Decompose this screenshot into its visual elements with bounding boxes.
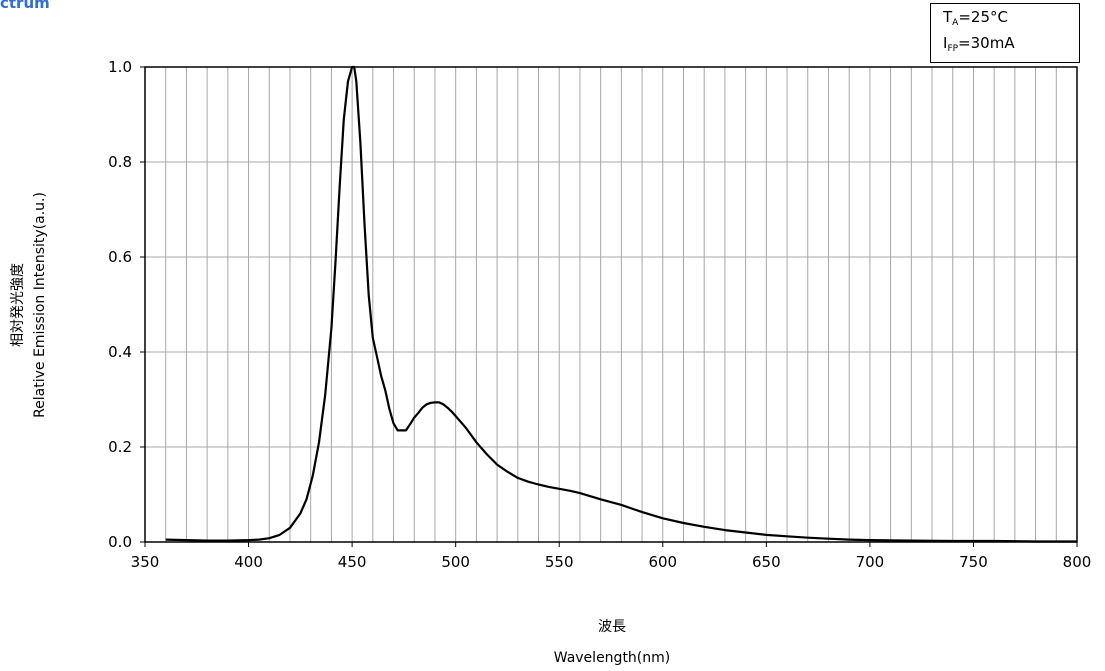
x-tick-label: 500 <box>441 553 470 571</box>
y-axis-label-jp: 相対発光強度 <box>10 263 26 347</box>
measurement-conditions-box: TA=25°C IFP=30mA <box>930 3 1080 63</box>
temperature-condition: TA=25°C <box>943 8 1008 28</box>
x-tick-label: 800 <box>1063 553 1092 571</box>
y-tick-label: 0.4 <box>108 343 132 361</box>
x-axis-label: Wavelength(nm) <box>554 650 670 666</box>
x-tick-label: 600 <box>648 553 677 571</box>
y-tick-label: 0.2 <box>108 438 132 456</box>
x-tick-label: 750 <box>959 553 988 571</box>
x-tick-label: 650 <box>752 553 781 571</box>
emission-spectrum-line <box>165 65 1077 543</box>
current-condition: IFP=30mA <box>943 34 1015 54</box>
y-tick-label: 0.8 <box>108 153 132 171</box>
x-tick-label: 400 <box>234 553 263 571</box>
axis-ticks: 350 400 450 500 550 600 650 700 750 800 0.0 0.2 0.4 0… <box>108 58 1091 571</box>
grid-lines <box>145 67 1077 542</box>
y-tick-label: 0.0 <box>108 533 132 551</box>
plot-area-frame <box>144 66 1078 543</box>
x-tick-label: 450 <box>338 553 367 571</box>
x-tick-label: 550 <box>545 553 574 571</box>
x-tick-label: 350 <box>131 553 160 571</box>
section-heading-fragment: ctrum <box>0 0 50 12</box>
y-tick-label: 1.0 <box>108 58 132 76</box>
x-tick-label: 700 <box>856 553 885 571</box>
y-axis-label: Relative Emission Intensity(a.u.) <box>32 192 48 418</box>
x-axis-label-jp: 波長 <box>598 619 626 635</box>
y-tick-label: 0.6 <box>108 248 132 266</box>
